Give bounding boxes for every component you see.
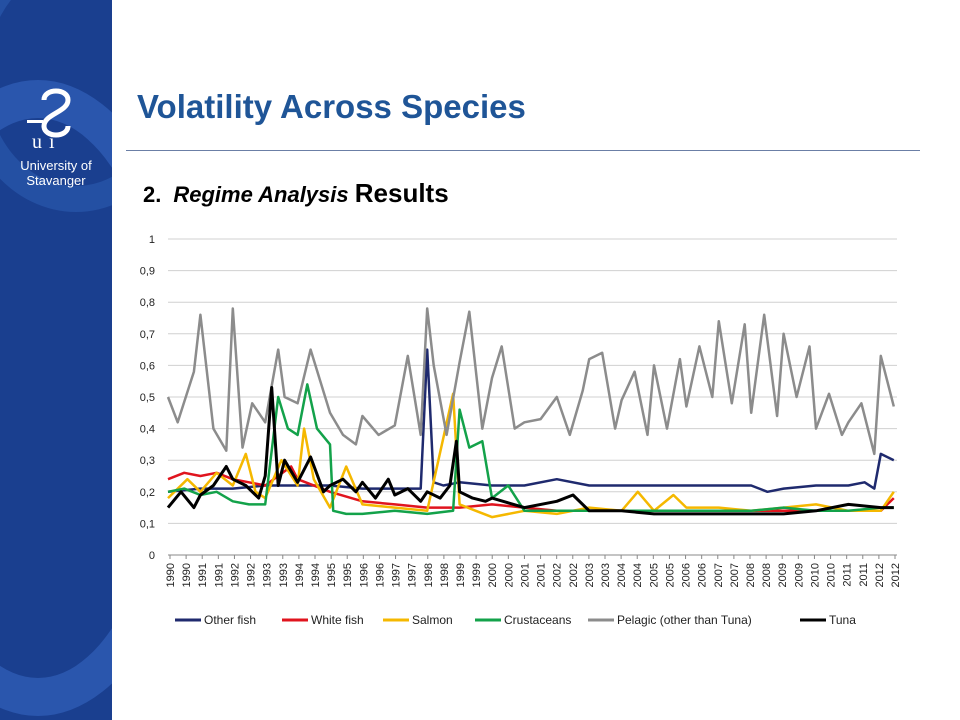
y-tick-label: 0,5 <box>140 392 155 404</box>
slide-title: Volatility Across Species <box>137 88 526 125</box>
x-tick-label: 2009 <box>777 563 789 587</box>
x-tick-label: 2008 <box>761 563 773 587</box>
x-tick-label: 1990 <box>181 563 193 587</box>
x-tick-label: 1993 <box>262 563 274 587</box>
x-tick-label: 1998 <box>423 563 435 587</box>
legend-label: Salmon <box>412 613 453 627</box>
title-divider <box>126 150 920 151</box>
y-tick-label: 0,3 <box>140 455 155 467</box>
x-tick-label: 2012 <box>890 563 902 587</box>
legend-label: Pelagic (other than Tuna) <box>617 613 752 627</box>
y-tick-label: 0,2 <box>140 487 155 499</box>
logo-line-1: University of <box>20 158 92 173</box>
legend-label: White fish <box>311 613 364 627</box>
x-tick-label: 2001 <box>519 563 531 587</box>
y-tick-label: 0,7 <box>140 329 155 341</box>
x-tick-label: 2004 <box>616 563 628 587</box>
x-tick-label: 2012 <box>874 563 886 587</box>
x-tick-label: 2000 <box>487 563 499 587</box>
x-tick-label: 1995 <box>326 563 338 587</box>
y-tick-label: 0,4 <box>140 424 155 436</box>
logo-line-2: Stavanger <box>26 173 86 188</box>
x-tick-label: 2003 <box>584 563 596 587</box>
sidebar-panel: u i University of Stavanger <box>0 0 112 720</box>
x-tick-label: 2011 <box>842 563 854 587</box>
x-tick-label: 2002 <box>568 563 580 587</box>
series-line <box>167 465 895 513</box>
legend-label: Tuna <box>829 613 856 627</box>
x-tick-label: 2011 <box>858 563 870 587</box>
volatility-line-chart: 0 0,1 0,2 0,3 0,4 0,5 0,6 0,7 0,8 0,9 1 1990 1990 199… <box>140 234 902 627</box>
x-tick-label: 1998 <box>439 563 451 587</box>
x-tick-label: 1990 <box>165 563 177 587</box>
legend-label: Crustaceans <box>504 613 571 627</box>
x-tick-label: 2006 <box>681 563 693 587</box>
x-tick-label: 1996 <box>358 563 370 587</box>
svg-text:u: u <box>32 131 42 152</box>
x-tick-label: 2004 <box>632 563 644 587</box>
uis-logo-mark: u i <box>27 88 71 152</box>
x-tick-label: 2009 <box>793 563 805 587</box>
x-tick-label: 1994 <box>310 563 322 587</box>
university-logo: u i University of Stavanger <box>8 82 104 188</box>
x-tick-label: 1993 <box>278 563 290 587</box>
x-tick-label: 1992 <box>246 563 258 587</box>
x-tick-label: 2003 <box>600 563 612 587</box>
x-tick-label: 2008 <box>745 563 757 587</box>
series-line <box>166 307 896 456</box>
x-tick-label: 1999 <box>471 563 483 587</box>
x-tick-label: 1992 <box>229 563 241 587</box>
series-line <box>167 348 895 494</box>
y-tick-label: 0,9 <box>140 266 155 278</box>
y-tick-label: 1 <box>149 234 155 246</box>
y-tick-label: 0,1 <box>140 518 155 530</box>
series-line <box>166 386 894 516</box>
x-tick-label: 2007 <box>729 563 741 587</box>
slide-subtitle: 2. Regime Analysis Results <box>143 178 449 209</box>
x-tick-label: 1999 <box>455 563 467 587</box>
x-tick-label: 2005 <box>648 563 660 587</box>
x-tick-label: 1996 <box>374 563 386 587</box>
x-tick-label: 1991 <box>197 563 209 587</box>
x-tick-label: 2000 <box>503 563 515 587</box>
x-tick-label: 1994 <box>294 563 306 587</box>
x-tick-label: 2002 <box>552 563 564 587</box>
subtitle-italic: Regime Analysis <box>173 182 349 207</box>
x-tick-label: 1997 <box>391 563 403 587</box>
subtitle-plain: Results <box>354 178 449 208</box>
x-tick-label: 2010 <box>809 563 821 587</box>
y-tick-label: 0 <box>149 550 155 562</box>
x-tick-label: 2010 <box>826 563 838 587</box>
x-tick-label: 1997 <box>407 563 419 587</box>
x-tick-label: 2006 <box>697 563 709 587</box>
series-line <box>167 383 894 516</box>
legend-label: Other fish <box>204 613 256 627</box>
x-tick-label: 2001 <box>536 563 548 587</box>
x-tick-label: 2007 <box>713 563 725 587</box>
x-tick-label: 2005 <box>664 563 676 587</box>
subtitle-number: 2. <box>143 182 162 207</box>
svg-text:i: i <box>49 131 55 152</box>
y-tick-label: 0,8 <box>140 297 155 309</box>
y-tick-label: 0,6 <box>140 360 155 372</box>
x-tick-label: 1991 <box>213 563 225 587</box>
x-tick-label: 1995 <box>342 563 354 587</box>
